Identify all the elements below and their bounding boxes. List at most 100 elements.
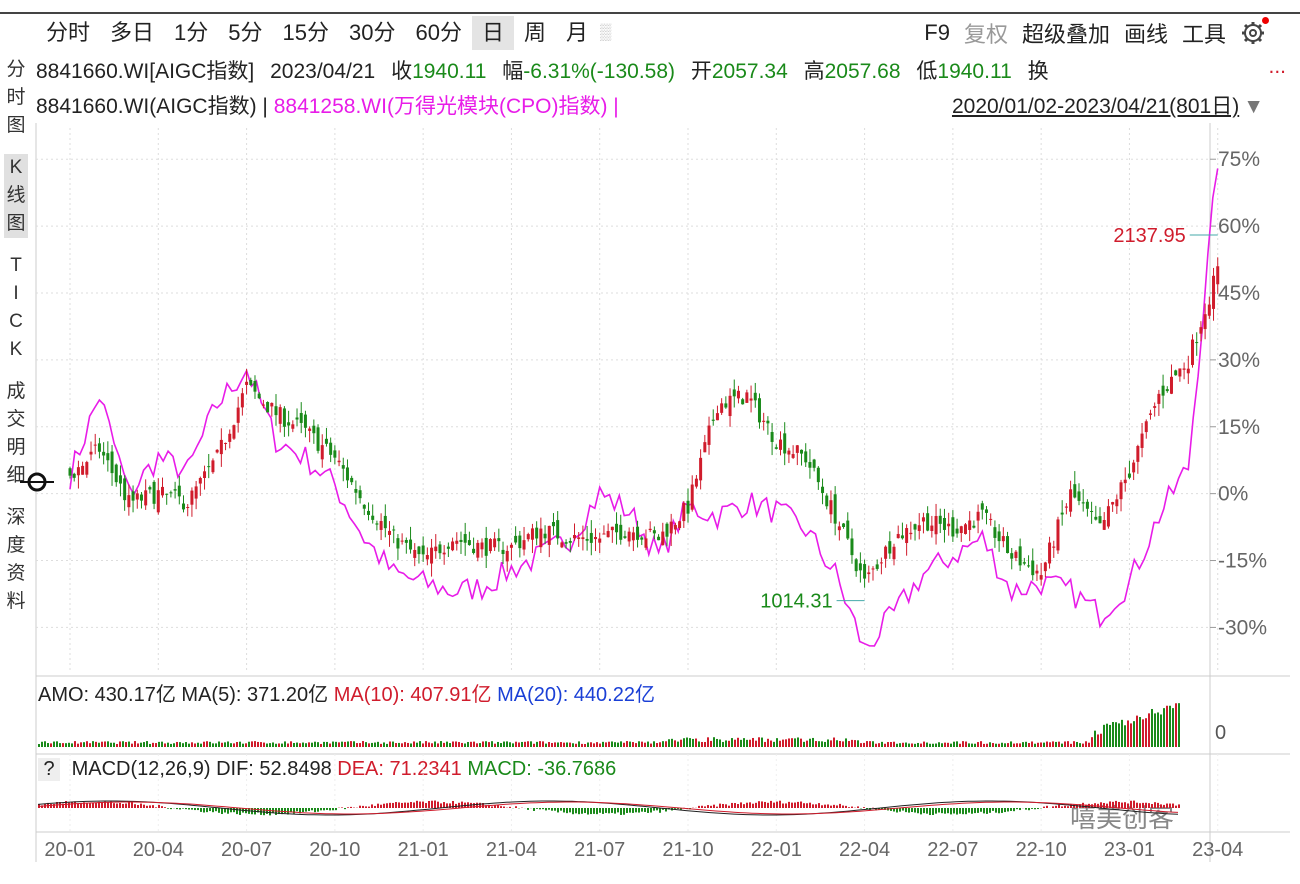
candle-body (808, 462, 812, 468)
draw-line-button[interactable]: 画线 (1123, 22, 1168, 47)
volume-bar (218, 741, 220, 747)
candle-body (350, 477, 354, 483)
dropdown-triangle-icon[interactable]: ▼ (1243, 95, 1264, 118)
volume-bar (467, 741, 469, 747)
volume-bar (545, 743, 547, 747)
macd-dif: DIF: 52.8498 (216, 758, 332, 780)
volume-bar (548, 742, 550, 747)
more-button[interactable]: ... (1268, 55, 1286, 78)
volume-bar (1019, 743, 1021, 747)
candle-body (1069, 489, 1073, 512)
volume-bar (869, 741, 871, 747)
volume-bar (677, 741, 679, 747)
macd-bar (284, 808, 286, 814)
tab-2[interactable]: 1分 (174, 20, 209, 45)
candle-body (1153, 406, 1157, 408)
tab-3[interactable]: 5分 (228, 20, 263, 45)
volume-bar (818, 741, 820, 747)
volume-bar (644, 742, 646, 747)
candle-body (539, 528, 543, 548)
tab-more-icon[interactable]: ▒ (600, 24, 612, 41)
candle-body (644, 538, 648, 548)
candle-body (993, 527, 997, 538)
tab-5[interactable]: 30分 (349, 20, 396, 45)
macd-bar (845, 805, 847, 808)
volume-bar (806, 740, 808, 747)
candle-body (1115, 499, 1119, 507)
volume-bar (725, 740, 727, 747)
macd-bar (53, 804, 55, 808)
tab-4[interactable]: 15分 (282, 20, 330, 45)
candle-body (938, 515, 942, 524)
macd-bar (1175, 805, 1177, 808)
macd-bar (494, 805, 496, 808)
volume-bar (728, 740, 730, 747)
sidebar-item-4[interactable]: 深度资料 (6, 507, 26, 612)
volume-bar (101, 741, 103, 747)
candle-body (917, 525, 921, 531)
volume-bar (1058, 741, 1060, 747)
tools-button[interactable]: 工具 (1181, 22, 1226, 47)
tab-1[interactable]: 多日 (110, 20, 155, 45)
candle-body (337, 460, 341, 463)
x-tick-label: 20-01 (44, 839, 95, 861)
volume-bar (641, 741, 643, 747)
sidebar-item-0[interactable]: 分时图 (6, 59, 26, 136)
volume-bar (1121, 719, 1123, 747)
tab-6[interactable]: 60分 (415, 20, 462, 45)
f9-button[interactable]: F9 (924, 20, 950, 45)
candle-body (345, 467, 349, 481)
macd-bar (620, 808, 622, 815)
macd-bar (368, 806, 370, 808)
volume-bar (59, 743, 61, 747)
volume-bar (515, 741, 517, 747)
macd-bar (644, 808, 646, 812)
settings-gear-icon[interactable] (1240, 17, 1269, 46)
super-overlay-button[interactable]: 超级叠加 (1021, 22, 1110, 47)
macd-bar (92, 802, 94, 808)
candle-body (795, 445, 799, 453)
volume-bar (773, 741, 775, 747)
volume-bar (368, 743, 370, 747)
candle-body (863, 564, 867, 579)
sidebar-item-3[interactable]: 成交明细 (6, 381, 26, 486)
macd-bar (911, 808, 913, 813)
volume-bar (329, 743, 331, 747)
candle-body (804, 451, 808, 463)
low-value: 1940.11 (937, 60, 1012, 83)
tab-7[interactable]: 日 (471, 16, 514, 50)
date-range[interactable]: 2020/01/02-2023/04/21(801日) ▼ (952, 90, 1264, 120)
candle-body (139, 494, 143, 501)
volume-bar (95, 741, 97, 747)
volume-bar (962, 741, 964, 747)
macd-bar (647, 808, 649, 813)
macd-bar (680, 808, 682, 810)
tab-0[interactable]: 分时 (46, 20, 91, 45)
volume-bar (902, 742, 904, 747)
fuquan-button[interactable]: 复权 (963, 22, 1008, 47)
macd-bar (125, 803, 127, 808)
candle-body (1182, 368, 1186, 370)
volume-bar (1094, 730, 1096, 747)
volume-bar (719, 739, 721, 747)
help-icon[interactable]: ? (38, 758, 60, 781)
macd-bar (500, 806, 502, 808)
volume-bar (407, 742, 409, 747)
macd-bar (770, 800, 772, 808)
macd-bar (116, 803, 118, 808)
volume-bar (236, 742, 238, 747)
high-value: 2057.68 (824, 60, 901, 83)
macd-bar (419, 801, 421, 808)
volume-bar (797, 737, 799, 747)
volume-bar (917, 742, 919, 747)
macd-bar (947, 808, 949, 814)
candle-body (892, 546, 896, 560)
tab-9[interactable]: 月 (566, 20, 589, 45)
tab-8[interactable]: 周 (524, 20, 547, 45)
volume-bar (830, 740, 832, 747)
volume-bar (833, 737, 835, 747)
macd-bar (1028, 808, 1030, 811)
